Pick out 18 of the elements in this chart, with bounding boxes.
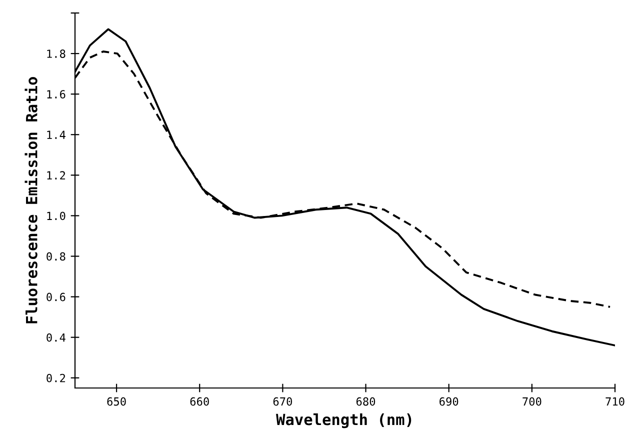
x-tick-label: 710 [606,397,624,406]
x-axis-title: Wavelength (nm) [276,413,412,428]
x-tick-label: 660 [190,397,209,406]
y-tick-label: 1.4 [47,130,66,139]
x-tick-label: 690 [440,397,458,406]
y-tick-label: 1.6 [47,90,66,98]
y-tick-label: 0.8 [46,252,66,261]
y-tick-label: 1.0 [47,212,66,220]
y-tick-label: 1.2 [47,171,66,180]
x-tick-label: 670 [273,397,292,406]
y-tick-label: 1.8 [47,50,66,58]
y-tick-label: 0.6 [46,292,66,302]
x-tick-label: 680 [356,397,376,406]
y-tick-label: 0.2 [46,374,66,382]
x-tick-label: 650 [107,397,126,406]
x-tick-label: 700 [522,397,542,406]
y-axis-title: Fluorescence Emission Ratio [24,77,38,324]
y-tick-label: 0.4 [46,333,66,342]
